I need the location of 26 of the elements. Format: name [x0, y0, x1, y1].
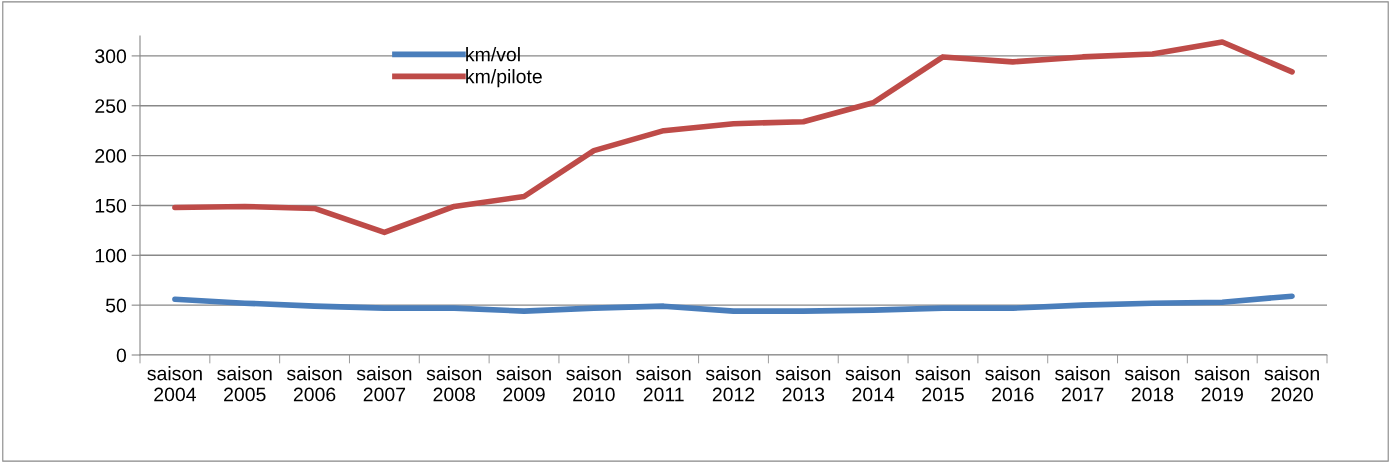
legend-label: km/vol [466, 47, 520, 62]
y-tick-label: 50 [105, 298, 127, 313]
x-tick-label: saison 2019 [1194, 366, 1250, 402]
x-tick-label: saison 2017 [1055, 366, 1110, 402]
y-tick-label: 100 [95, 248, 127, 263]
x-tick-label: saison 2018 [1124, 366, 1180, 402]
y-tick-label: 150 [95, 198, 127, 213]
x-tick-label: saison 2016 [985, 366, 1040, 402]
y-tick-label: 250 [95, 99, 127, 113]
y-tick-label: 300 [95, 49, 127, 64]
x-tick-label: saison 2009 [496, 366, 551, 402]
x-tick-label: saison 2020 [1264, 366, 1319, 402]
y-tick-label: 200 [95, 149, 127, 163]
x-tick-label: saison 2007 [356, 366, 412, 402]
x-tick-label: saison 2004 [147, 366, 202, 402]
x-tick-label: saison 2006 [287, 366, 342, 402]
x-tick-label: saison 2011 [636, 366, 691, 402]
x-tick-label: saison 2012 [705, 366, 761, 402]
x-tick-label: saison 2008 [426, 366, 482, 402]
x-tick-label: saison 2014 [845, 366, 900, 402]
y-tick-label: 0 [116, 348, 127, 363]
x-tick-label: saison 2005 [217, 366, 272, 402]
x-tick-label: saison 2013 [775, 366, 831, 402]
x-tick-label: saison 2010 [566, 366, 621, 402]
x-tick-label: saison 2015 [915, 366, 970, 402]
legend-label: km/pilote [466, 69, 542, 88]
